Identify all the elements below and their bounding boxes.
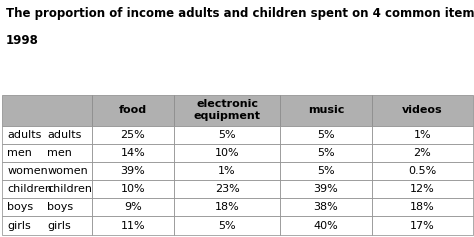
Text: women: women xyxy=(7,166,48,176)
Bar xyxy=(372,198,473,216)
Text: 25%: 25% xyxy=(120,130,146,140)
Text: boys: boys xyxy=(47,202,73,212)
Text: food: food xyxy=(119,105,147,115)
Bar xyxy=(92,95,174,126)
Text: 5%: 5% xyxy=(317,130,335,140)
Bar xyxy=(372,216,473,235)
Bar xyxy=(174,95,280,126)
Text: 18%: 18% xyxy=(410,202,435,212)
Bar xyxy=(2,216,92,235)
Text: 1%: 1% xyxy=(414,130,431,140)
Text: girls: girls xyxy=(47,221,71,231)
Bar xyxy=(280,126,372,144)
Bar xyxy=(92,162,174,180)
Text: men: men xyxy=(7,148,32,158)
Text: 2%: 2% xyxy=(414,148,431,158)
Bar xyxy=(2,180,92,198)
Bar xyxy=(372,126,473,144)
Text: The proportion of income adults and children spent on 4 common items in the UK i: The proportion of income adults and chil… xyxy=(6,7,474,20)
Text: music: music xyxy=(308,105,344,115)
Bar xyxy=(372,162,473,180)
Bar xyxy=(280,95,372,126)
Bar xyxy=(174,126,280,144)
Text: 10%: 10% xyxy=(215,148,239,158)
Bar xyxy=(2,126,92,144)
Text: 1%: 1% xyxy=(219,166,236,176)
Bar xyxy=(280,144,372,162)
Bar xyxy=(92,216,174,235)
Bar xyxy=(92,180,174,198)
Bar xyxy=(2,144,92,162)
Text: adults: adults xyxy=(47,130,82,140)
Text: 5%: 5% xyxy=(219,130,236,140)
Text: 17%: 17% xyxy=(410,221,435,231)
Bar xyxy=(280,216,372,235)
Text: 39%: 39% xyxy=(120,166,146,176)
Text: 18%: 18% xyxy=(215,202,239,212)
Bar xyxy=(280,198,372,216)
Bar xyxy=(92,198,174,216)
Bar xyxy=(280,162,372,180)
Text: 39%: 39% xyxy=(314,184,338,194)
Text: men: men xyxy=(47,148,72,158)
Text: 10%: 10% xyxy=(121,184,146,194)
Text: women: women xyxy=(47,166,88,176)
Bar xyxy=(92,144,174,162)
Bar xyxy=(92,126,174,144)
Text: boys: boys xyxy=(7,202,33,212)
Text: adults: adults xyxy=(7,130,42,140)
Bar xyxy=(2,162,92,180)
Bar xyxy=(174,162,280,180)
Text: 12%: 12% xyxy=(410,184,435,194)
Text: 1998: 1998 xyxy=(6,34,39,47)
Bar xyxy=(280,180,372,198)
Bar xyxy=(174,198,280,216)
Text: 11%: 11% xyxy=(121,221,146,231)
Text: children: children xyxy=(47,184,92,194)
Bar xyxy=(372,144,473,162)
Text: girls: girls xyxy=(7,221,31,231)
Text: electronic
equipment: electronic equipment xyxy=(193,99,261,121)
Text: 40%: 40% xyxy=(314,221,338,231)
Bar xyxy=(2,198,92,216)
Bar xyxy=(372,180,473,198)
Text: 5%: 5% xyxy=(317,148,335,158)
Bar xyxy=(372,95,473,126)
Text: 5%: 5% xyxy=(317,166,335,176)
Text: videos: videos xyxy=(402,105,443,115)
Text: children: children xyxy=(7,184,52,194)
Text: 9%: 9% xyxy=(124,202,142,212)
Text: 23%: 23% xyxy=(215,184,239,194)
Text: 38%: 38% xyxy=(314,202,338,212)
Bar xyxy=(2,95,92,126)
Text: 0.5%: 0.5% xyxy=(408,166,437,176)
Bar xyxy=(174,180,280,198)
Bar xyxy=(174,216,280,235)
Text: 14%: 14% xyxy=(120,148,146,158)
Bar xyxy=(174,144,280,162)
Text: 5%: 5% xyxy=(219,221,236,231)
